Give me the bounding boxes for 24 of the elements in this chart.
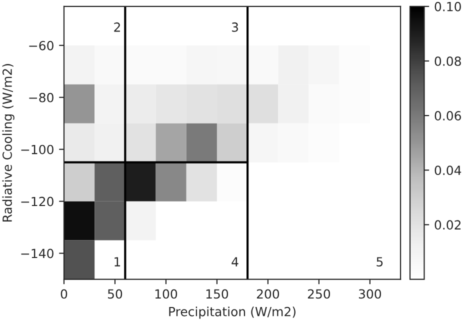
x-tick-label: 50 [108, 289, 122, 299]
annotation: 2 [114, 22, 120, 32]
y-tick-label: −80 [29, 92, 54, 102]
y-tick-label: −100 [21, 144, 54, 154]
color-bar-label: 0.04 [434, 166, 462, 176]
color-bar-label: 0.08 [434, 56, 461, 66]
color-bar-label: 0.02 [434, 220, 461, 230]
y-tick-label: −140 [21, 248, 54, 258]
annotation: 1 [114, 257, 120, 266]
annotation: 3 [232, 22, 238, 32]
y-tick-label: −60 [29, 40, 54, 50]
annotation: 4 [232, 257, 238, 266]
x-tick-label: 300 [358, 289, 382, 299]
annotation: 5 [376, 257, 383, 267]
y-axis-title: Radiative Cooling (W/m2) [2, 64, 14, 222]
x-tick-label: 200 [256, 289, 280, 299]
x-tick-label: 250 [308, 289, 330, 299]
x-axis-title: Precipitation (W/m2) [169, 306, 296, 319]
y-tick-label: −120 [21, 196, 54, 206]
x-tick-label: 0 [60, 289, 68, 299]
color-bar-label: 0.06 [434, 111, 461, 120]
x-tick-label: 100 [155, 289, 178, 299]
x-tick-label: 150 [206, 289, 228, 299]
color-bar-label: 0.10 [434, 2, 461, 12]
